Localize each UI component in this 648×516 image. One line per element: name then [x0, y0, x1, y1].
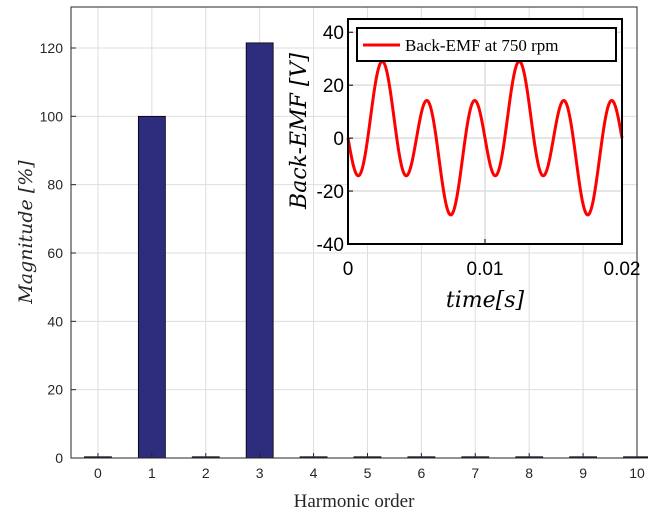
inset-x-axis-label: time[s] [446, 288, 525, 313]
main-x-tick-label: 7 [471, 465, 479, 481]
main-x-tick-label: 9 [579, 465, 587, 481]
inset-x-tick-label: 0.02 [604, 259, 641, 280]
main-y-tick-label: 40 [47, 313, 63, 329]
inset-y-tick-label: 0 [333, 129, 344, 150]
main-bars [84, 42, 648, 459]
main-y-tick-label: 60 [47, 245, 63, 261]
bar-harmonic-3 [245, 42, 274, 459]
inset-y-ticks: 40 20 0 -20 -40 [317, 23, 353, 256]
main-y-tick-label: 0 [55, 450, 63, 466]
main-y-tick-label: 100 [40, 108, 64, 124]
inset-x-tick-label: 0.01 [467, 259, 504, 280]
inset-x-tick-label: 0 [343, 259, 354, 280]
inset-legend: Back-EMF at 750 rpm [356, 27, 617, 62]
y-axis-label: Magnitude [%] [15, 160, 37, 305]
main-x-ticks: 0 1 2 3 4 5 6 7 8 9 10 [94, 453, 645, 481]
main-axes-box [70, 6, 638, 459]
main-x-tick-label: 1 [148, 465, 156, 481]
inset-y-tick-label: -40 [317, 235, 344, 256]
main-x-tick-label: 3 [256, 465, 264, 481]
inset-y-tick-label: 20 [323, 76, 344, 97]
back-emf-inset-chart: 0 0.01 0.02 40 20 0 -20 -40 Back-EMF at 750 rp… [287, 18, 641, 313]
main-y-tick-label: 80 [47, 177, 63, 193]
legend-box [356, 27, 617, 62]
main-x-tick-label: 6 [417, 465, 425, 481]
inset-y-tick-label: 40 [323, 23, 344, 44]
main-y-ticks: 0 20 40 60 80 100 120 [40, 40, 76, 466]
back-emf-series-line [346, 59, 624, 217]
main-x-tick-label: 4 [310, 465, 318, 481]
x-axis-label: Harmonic order [294, 491, 415, 512]
bar-harmonic-1 [137, 115, 166, 459]
main-x-tick-label: 0 [94, 465, 102, 481]
main-x-tick-label: 8 [525, 465, 533, 481]
inset-axes-box [347, 18, 623, 245]
main-x-tick-label: 2 [202, 465, 210, 481]
main-y-tick-label: 20 [47, 382, 63, 398]
main-y-tick-label: 120 [40, 40, 64, 56]
inset-y-tick-label: -20 [317, 182, 344, 203]
legend-label: Back-EMF at 750 rpm [405, 36, 558, 55]
main-x-tick-label: 10 [629, 465, 645, 481]
inset-y-axis-label: Back-EMF [V] [287, 53, 312, 210]
main-x-tick-label: 5 [364, 465, 372, 481]
